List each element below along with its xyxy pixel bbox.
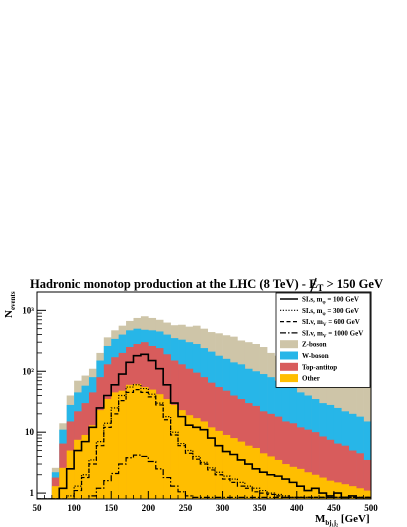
bar xyxy=(252,447,260,499)
x-tick-label: 300 xyxy=(216,503,230,513)
bar xyxy=(103,399,112,499)
bar xyxy=(348,450,357,499)
axes: 50 100 150 200 250 300 350 400 450 500 1 10 10² 10³ xyxy=(22,291,378,513)
plot-area xyxy=(51,316,371,499)
bar xyxy=(304,429,312,499)
legend-label-signal-1: SI.s, mφ = 100 GeV xyxy=(302,296,359,306)
legend-label-other: Other xyxy=(302,375,320,383)
bar xyxy=(333,482,342,499)
bar xyxy=(274,416,283,499)
bar xyxy=(267,456,275,499)
bar xyxy=(356,453,364,499)
bar xyxy=(155,394,164,499)
bar xyxy=(319,477,327,499)
bar xyxy=(311,432,320,499)
legend-label-signal-2: SI.s, mφ = 300 GeV xyxy=(302,307,359,317)
bar xyxy=(363,490,371,499)
legend-swatch-other xyxy=(280,374,298,383)
bar xyxy=(74,439,82,499)
bar xyxy=(185,415,194,499)
bar xyxy=(96,410,105,499)
chart-title: Hadronic monotop production at the LHC (… xyxy=(30,277,383,293)
bar xyxy=(363,459,371,499)
x-tick-label: 500 xyxy=(364,503,378,513)
bar xyxy=(341,445,350,499)
bar xyxy=(296,427,305,499)
legend-label-top-antitop: Top-antitop xyxy=(302,363,337,371)
bar xyxy=(356,488,364,499)
x-tick-label: 50 xyxy=(33,503,43,513)
bar xyxy=(304,472,312,499)
legend-label-signal-4: SI.v, mV = 1000 GeV xyxy=(302,329,363,339)
bar xyxy=(319,436,327,499)
bar xyxy=(237,441,246,499)
legend-label-z-boson: Z-boson xyxy=(302,341,327,349)
bar xyxy=(222,434,231,499)
bar xyxy=(281,421,290,499)
y-tick-label: 10³ xyxy=(22,305,34,315)
bg-series-other xyxy=(51,383,371,499)
x-tick-label: 100 xyxy=(67,503,81,513)
x-tick-label: 400 xyxy=(290,503,304,513)
x-tick-label: 350 xyxy=(253,503,267,513)
met-slash-mark xyxy=(310,277,317,293)
bar xyxy=(326,439,335,499)
legend-label-w-boson: W-boson xyxy=(302,352,329,360)
bar xyxy=(274,459,283,499)
met-subscript: T xyxy=(317,283,323,293)
bar xyxy=(178,410,186,499)
legend-swatch-z-boson xyxy=(280,340,298,349)
x-tick-label: 200 xyxy=(142,503,156,513)
bar xyxy=(163,399,171,499)
signal-line-1 xyxy=(37,353,371,499)
x-tick-label: 250 xyxy=(179,503,193,513)
x-tick-label: 150 xyxy=(104,503,118,513)
legend-swatch-top-antitop xyxy=(280,362,298,371)
bar xyxy=(111,392,119,499)
bar xyxy=(289,423,298,499)
bar xyxy=(259,453,268,499)
bar xyxy=(133,383,142,499)
bar xyxy=(296,468,305,499)
y-tick-label: 10 xyxy=(25,427,35,437)
bar xyxy=(326,480,335,499)
x-axis-label: Mbj₁j₂ [GeV] xyxy=(315,513,370,527)
bar xyxy=(348,486,357,499)
y-tick-label: 10² xyxy=(22,366,34,376)
bar xyxy=(170,404,179,499)
bar xyxy=(140,387,149,499)
bar xyxy=(333,443,342,499)
x-tick-label: 450 xyxy=(327,503,341,513)
bar xyxy=(81,434,90,499)
bar xyxy=(59,467,67,499)
y-tick-label: 1 xyxy=(30,488,35,498)
bar xyxy=(51,486,60,499)
bar xyxy=(207,427,216,499)
bar xyxy=(311,474,320,499)
bar xyxy=(229,438,238,499)
bar xyxy=(244,445,253,499)
legend-label-signal-3: SI.v, mV = 600 GeV xyxy=(302,318,360,328)
bar xyxy=(215,430,223,499)
bar xyxy=(126,384,134,499)
bar xyxy=(88,425,97,499)
bar xyxy=(148,389,157,499)
y-axis-label: Nevents xyxy=(3,291,17,318)
bar xyxy=(281,464,290,499)
legend-swatch-w-boson xyxy=(280,351,298,360)
bar xyxy=(200,421,209,499)
bar xyxy=(118,390,127,499)
bar xyxy=(66,450,75,499)
bar xyxy=(192,418,201,499)
bar xyxy=(341,484,350,499)
